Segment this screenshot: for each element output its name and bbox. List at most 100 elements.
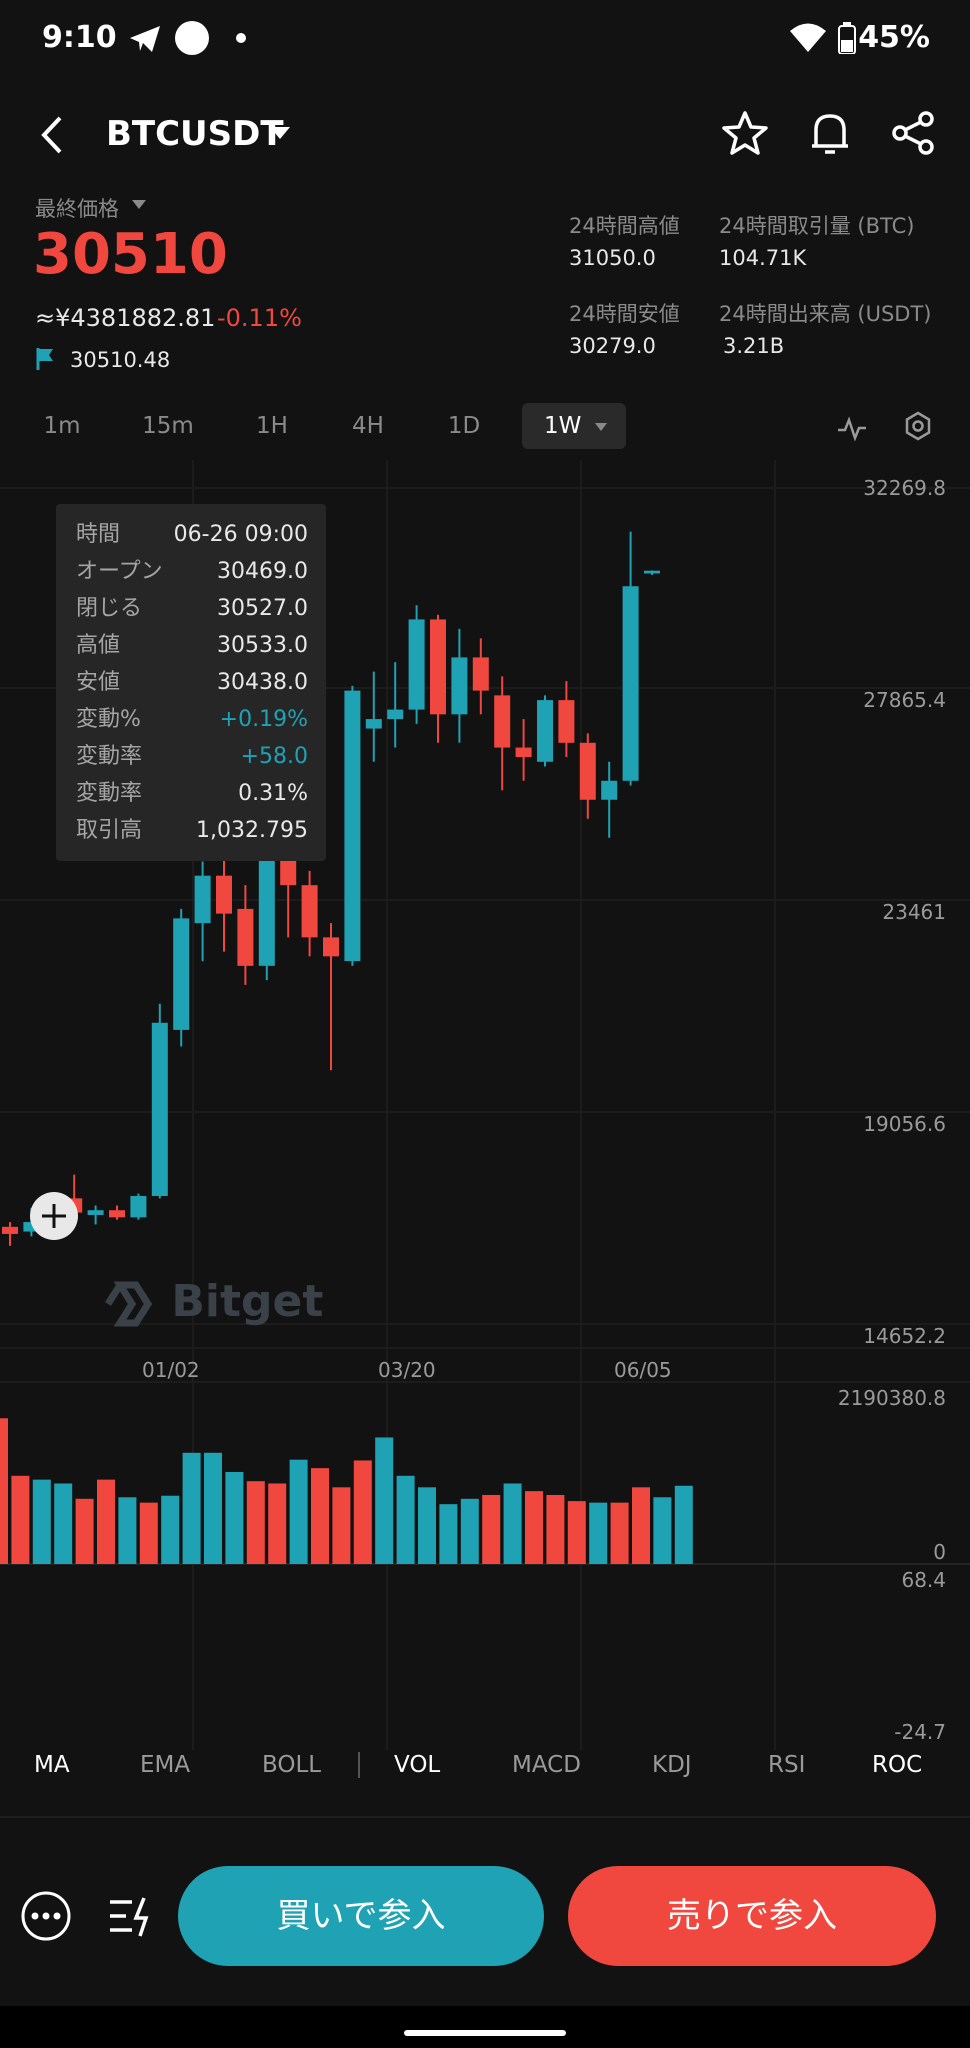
price-chart[interactable] — [0, 460, 970, 1750]
indicator-pulse-icon[interactable] — [836, 410, 868, 442]
volume-bar — [396, 1475, 415, 1564]
top-bar: BTCUSDT — [0, 100, 970, 170]
more-options-icon[interactable] — [20, 1890, 72, 1942]
tooltip-row: 変動% +0.19% — [76, 703, 308, 737]
volume-bar — [289, 1459, 308, 1564]
volume-axis-zero: 0 — [933, 1540, 946, 1564]
volume-bar — [567, 1501, 586, 1564]
tooltip-row: 変動率 +58.0 — [76, 740, 308, 774]
indicator-vol[interactable]: VOL — [394, 1752, 441, 1778]
candle-body — [365, 719, 382, 729]
price-axis-tick: 27865.4 — [863, 688, 946, 712]
low-24h-value: 30279.0 — [569, 334, 656, 358]
candle-body — [644, 570, 660, 574]
volume-bar — [460, 1498, 479, 1564]
tab-1w-label: 1W — [544, 413, 582, 439]
volume-bar — [546, 1494, 565, 1564]
share-icon[interactable] — [890, 110, 936, 156]
tooltip-row: 時間 06-26 09:00 — [76, 518, 308, 552]
tab-4h[interactable]: 4H — [352, 413, 384, 439]
candle-body — [194, 875, 211, 924]
price-change: -0.11% — [217, 304, 302, 332]
quick-trade-icon[interactable] — [106, 1894, 156, 1938]
indicator-ema[interactable]: EMA — [140, 1752, 191, 1778]
bitget-watermark: Bitget — [100, 1276, 323, 1327]
volume-bar — [439, 1504, 458, 1564]
volume-bar — [375, 1437, 394, 1564]
price-axis-tick: 32269.8 — [863, 476, 946, 500]
indicator-ma[interactable]: MA — [34, 1752, 70, 1778]
price-axis-tick: 14652.2 — [863, 1324, 946, 1348]
candle-body — [537, 700, 553, 762]
buy-button[interactable]: 買いで参入 — [178, 1866, 544, 1966]
indicator-boll[interactable]: BOLL — [262, 1752, 322, 1778]
tooltip-row: オープン 30469.0 — [76, 555, 308, 589]
price-axis-tick: 19056.6 — [863, 1112, 946, 1136]
volume-usdt-value: 3.21B — [723, 334, 785, 358]
bitget-watermark-text: Bitget — [171, 1276, 324, 1327]
tooltip-key: オープン — [76, 559, 163, 584]
indicator-rsi[interactable]: RSI — [768, 1752, 806, 1778]
tab-15m[interactable]: 15m — [142, 413, 194, 439]
candle-body — [558, 700, 575, 743]
telegram-icon — [130, 26, 160, 52]
status-time: 9:10 — [42, 20, 117, 55]
candle-body — [23, 1222, 40, 1232]
tooltip-value: 1,032.795 — [196, 818, 308, 843]
volume-bar — [32, 1479, 51, 1564]
candle-body — [430, 619, 446, 715]
mark-price: 30510.48 — [70, 348, 171, 372]
volume-bar — [268, 1483, 287, 1564]
candle-body — [472, 657, 489, 691]
tooltip-value: +58.0 — [240, 744, 308, 769]
candle-body — [109, 1210, 125, 1218]
tooltip-row: 高値 30533.0 — [76, 629, 308, 663]
candle-body — [2, 1226, 18, 1234]
volume-bar — [54, 1483, 73, 1564]
symbol-title[interactable]: BTCUSDT — [106, 114, 284, 154]
tab-1w-chevron-icon — [594, 422, 607, 431]
roc-axis-max: 68.4 — [901, 1568, 946, 1592]
indicator-roc[interactable]: ROC — [872, 1752, 923, 1778]
candle-body — [237, 908, 254, 966]
star-icon[interactable] — [722, 110, 768, 156]
wifi-icon — [790, 23, 826, 52]
gesture-handle[interactable] — [404, 2030, 566, 2036]
volume-bar — [182, 1452, 201, 1564]
notification-dot-icon — [175, 21, 209, 55]
bell-icon[interactable] — [808, 108, 852, 158]
tooltip-row: 変動率 0.31% — [76, 777, 308, 811]
tooltip-row: 取引高 1,032.795 — [76, 814, 308, 848]
candle-body — [622, 586, 639, 781]
tab-1m[interactable]: 1m — [43, 413, 81, 439]
sell-button[interactable]: 売りで参入 — [568, 1866, 936, 1966]
volume-bar — [653, 1497, 672, 1564]
back-arrow-icon[interactable] — [38, 114, 68, 156]
add-crosshair-icon[interactable] — [28, 1190, 80, 1242]
chevron-down-icon[interactable] — [270, 127, 290, 141]
price-axis-tick: 23461 — [882, 900, 946, 924]
last-price-dropdown-icon[interactable] — [132, 200, 146, 210]
candle-body — [216, 875, 232, 914]
candle-body — [408, 619, 425, 710]
volume-bar — [0, 1418, 8, 1564]
indicator-kdj[interactable]: KDJ — [652, 1752, 692, 1778]
volume-bar — [204, 1452, 222, 1564]
tooltip-value: 30527.0 — [217, 596, 308, 621]
candle-body — [301, 885, 318, 938]
indicator-macd[interactable]: MACD — [512, 1752, 581, 1778]
chart-settings-icon[interactable] — [902, 410, 934, 442]
volume-btc-value: 104.71K — [719, 246, 807, 270]
tab-1d[interactable]: 1D — [447, 413, 481, 439]
volume-bar — [332, 1487, 351, 1564]
battery-icon — [838, 22, 856, 54]
volume-bar — [139, 1502, 158, 1564]
tooltip-key: 高値 — [76, 633, 121, 658]
volume-btc-label: 24時間取引量 (BTC) — [719, 214, 915, 238]
indicator-separator — [358, 1752, 360, 1778]
candle-body — [579, 742, 596, 800]
tab-1w[interactable]: 1W — [522, 403, 626, 449]
tab-1h[interactable]: 1H — [256, 413, 288, 439]
status-bar: 9:10 45% — [0, 0, 970, 80]
volume-bar — [246, 1481, 265, 1564]
